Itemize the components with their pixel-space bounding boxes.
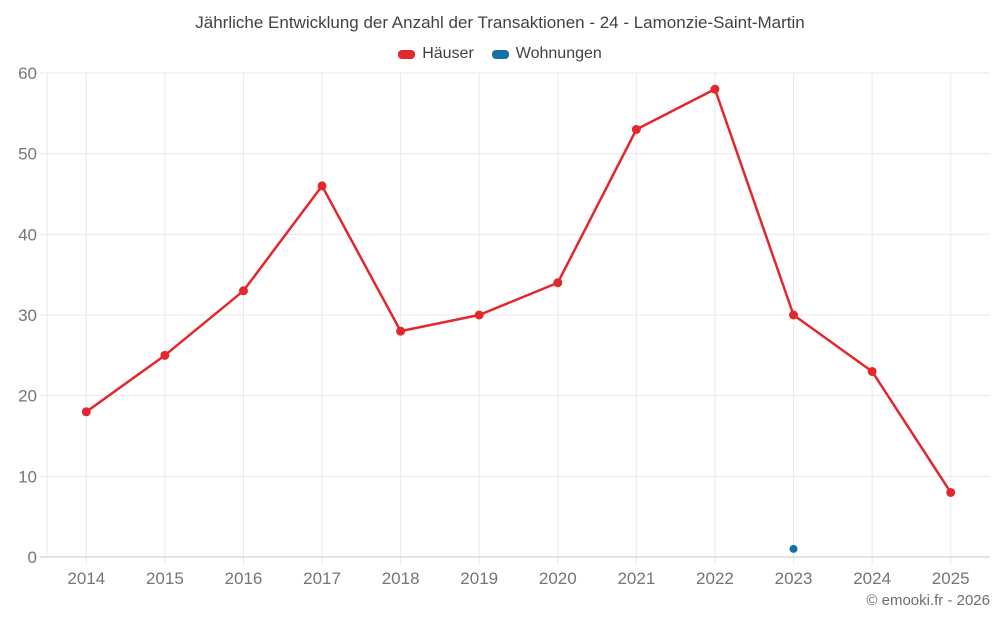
data-point [317,181,327,191]
data-point [160,350,170,360]
legend-swatch [398,49,416,59]
y-tick-label: 50 [18,145,37,164]
chart-title: Jährliche Entwicklung der Anzahl der Tra… [195,13,805,32]
x-tick-label: 2021 [617,569,655,588]
y-tick-label: 60 [18,64,37,83]
y-tick-label: 30 [18,306,37,325]
copyright-footer: © emooki.fr - 2026 [866,592,990,609]
data-point [867,366,877,376]
x-tick-label: 2025 [932,569,970,588]
y-tick-label: 10 [18,467,37,486]
x-tick-label: 2024 [853,569,891,588]
legend-item[interactable]: Wohnungen [491,45,602,63]
x-tick-label: 2023 [775,569,813,588]
y-tick-label: 20 [18,387,37,406]
y-tick-label: 0 [28,548,37,567]
x-tick-label: 2016 [225,569,263,588]
x-tick-label: 2019 [460,569,498,588]
data-point [474,310,484,320]
x-tick-label: 2017 [303,569,341,588]
data-point [238,286,248,296]
data-point [396,326,406,336]
x-tick-label: 2015 [146,569,184,588]
data-point [789,544,798,553]
data-point [789,310,799,320]
x-tick-label: 2020 [539,569,577,588]
data-point [710,84,720,94]
data-point [631,124,641,134]
y-tick-label: 40 [18,225,37,244]
x-tick-label: 2018 [382,569,420,588]
x-tick-label: 2014 [67,569,105,588]
legend-label: Wohnungen [515,45,602,62]
legend: Häuser Wohnungen [0,45,1000,63]
legend-label: Häuser [422,45,474,62]
data-point [553,278,563,288]
legend-swatch [491,49,509,59]
series-line [85,87,952,494]
x-tick-label: 2022 [696,569,734,588]
data-point [946,487,956,497]
data-point [81,407,91,417]
legend-item[interactable]: Häuser [398,45,474,63]
